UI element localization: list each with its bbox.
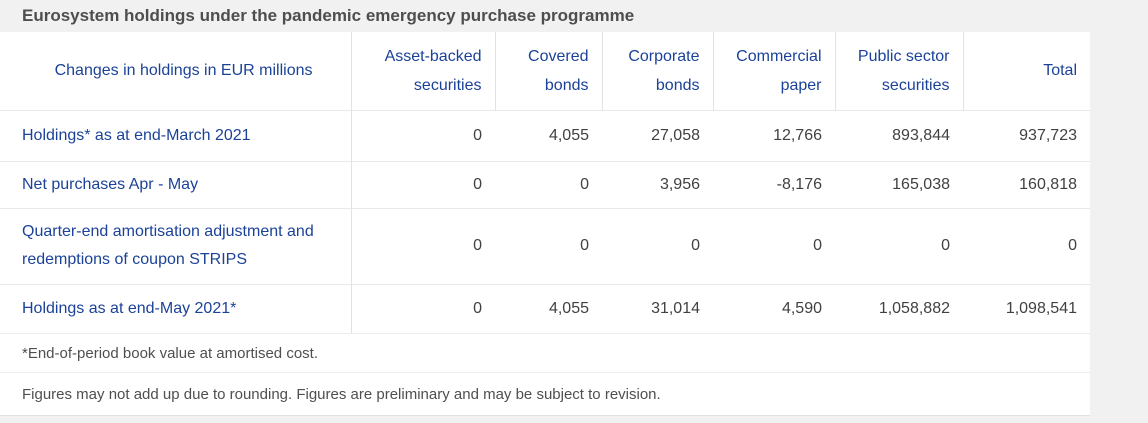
- value-cell: 0: [963, 207, 1090, 284]
- value-cell: 0: [351, 109, 495, 161]
- column-header-public-sector-securities: Public sector securities: [834, 32, 963, 110]
- value-cell: -8,176: [713, 160, 835, 208]
- column-header-measure: Changes in holdings in EUR millions: [0, 32, 352, 110]
- value-cell: 0: [835, 207, 963, 284]
- value-cell: 0: [713, 207, 835, 284]
- value-cell: 4,590: [713, 283, 835, 333]
- table-row-quarter-end-amortisation: Quarter-end amortisation adjustment and …: [0, 207, 1090, 284]
- value-cell: 1,098,541: [963, 283, 1090, 333]
- footnote-rounding-disclaimer: Figures may not add up due to rounding. …: [0, 372, 1090, 415]
- table-title-bar: Eurosystem holdings under the pandemic e…: [0, 0, 1148, 32]
- value-cell: 12,766: [713, 109, 835, 161]
- value-cell: 160,818: [963, 160, 1090, 208]
- table-row-net-purchases: Net purchases Apr - May 0 0 3,956 -8,176…: [0, 160, 1090, 208]
- value-cell: 27,058: [602, 109, 713, 161]
- value-cell: 0: [351, 207, 495, 284]
- table-row-holdings-end-may: Holdings as at end-May 2021* 0 4,055 31,…: [0, 283, 1090, 333]
- value-cell: 893,844: [835, 109, 963, 161]
- column-header-total: Total: [962, 32, 1090, 110]
- value-cell: 937,723: [963, 109, 1090, 161]
- row-label: Quarter-end amortisation adjustment and …: [0, 207, 352, 284]
- value-cell: 0: [351, 160, 495, 208]
- column-header-covered-bonds: Covered bonds: [494, 32, 602, 110]
- value-cell: 165,038: [835, 160, 963, 208]
- row-label: Holdings as at end-May 2021*: [0, 283, 352, 333]
- table-row-holdings-end-march: Holdings* as at end-March 2021 0 4,055 2…: [0, 109, 1090, 161]
- value-cell: 0: [495, 207, 602, 284]
- value-cell: 31,014: [602, 283, 713, 333]
- value-cell: 3,956: [602, 160, 713, 208]
- header-row: Changes in holdings in EUR millions Asse…: [0, 32, 1090, 110]
- column-header-commercial-paper: Commercial paper: [712, 32, 835, 110]
- value-cell: 4,055: [495, 109, 602, 161]
- holdings-table: Changes in holdings in EUR millions Asse…: [0, 32, 1090, 333]
- footnote-text: *End-of-period book value at amortised c…: [22, 344, 318, 362]
- value-cell: 0: [351, 283, 495, 333]
- value-cell: 1,058,882: [835, 283, 963, 333]
- value-cell: 0: [602, 207, 713, 284]
- table-title: Eurosystem holdings under the pandemic e…: [22, 6, 635, 25]
- value-cell: 0: [495, 160, 602, 208]
- value-cell: 4,055: [495, 283, 602, 333]
- row-label: Net purchases Apr - May: [0, 160, 352, 208]
- column-header-corporate-bonds: Corporate bonds: [601, 32, 713, 110]
- holdings-table-panel: Changes in holdings in EUR millions Asse…: [0, 32, 1090, 416]
- row-label: Holdings* as at end-March 2021: [0, 109, 352, 161]
- footnote-text: Figures may not add up due to rounding. …: [22, 385, 661, 403]
- footnote-amortised-cost: *End-of-period book value at amortised c…: [0, 333, 1090, 372]
- column-header-asset-backed-securities: Asset-backed securities: [384, 47, 482, 94]
